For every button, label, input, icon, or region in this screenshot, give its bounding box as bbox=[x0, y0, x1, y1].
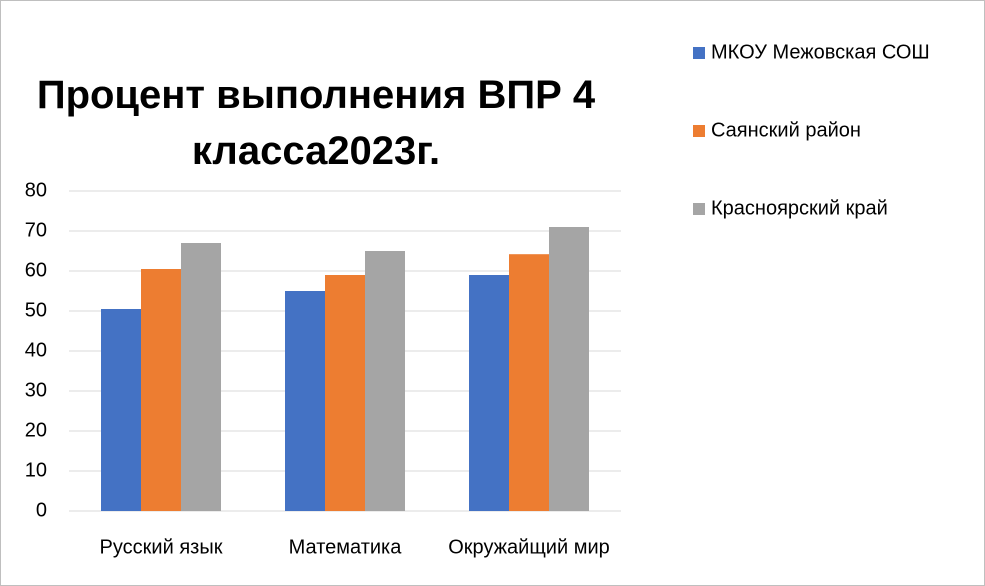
legend-swatch bbox=[693, 47, 705, 59]
bar bbox=[509, 254, 549, 511]
bar bbox=[101, 309, 141, 511]
x-tick-label: Математика bbox=[289, 536, 403, 558]
y-tick-label: 50 bbox=[25, 299, 47, 321]
x-tick-label: Русский язык bbox=[100, 536, 223, 558]
bar bbox=[365, 251, 405, 511]
y-tick-label: 0 bbox=[36, 499, 47, 521]
y-tick-label: 40 bbox=[25, 339, 47, 361]
bar bbox=[181, 243, 221, 511]
bar bbox=[285, 291, 325, 511]
y-tick-label: 80 bbox=[25, 179, 47, 201]
y-tick-label: 30 bbox=[25, 379, 47, 401]
legend-swatch bbox=[693, 125, 705, 137]
y-tick-label: 10 bbox=[25, 459, 47, 481]
x-tick-label: Окружайщий мир bbox=[448, 536, 610, 558]
legend-label: Саянский район bbox=[711, 119, 861, 141]
legend-label: Красноярский край bbox=[711, 197, 888, 219]
bar bbox=[469, 275, 509, 511]
bar bbox=[549, 227, 589, 511]
legend-swatch bbox=[693, 203, 705, 215]
bar bbox=[325, 275, 365, 511]
y-tick-label: 70 bbox=[25, 219, 47, 241]
y-tick-label: 20 bbox=[25, 419, 47, 441]
y-tick-label: 60 bbox=[25, 259, 47, 281]
chart-title: Процент выполнения ВПР 4 класса2023г. bbox=[36, 73, 596, 173]
bar bbox=[141, 269, 181, 511]
legend-label: МКОУ Межовская СОШ bbox=[711, 41, 930, 63]
